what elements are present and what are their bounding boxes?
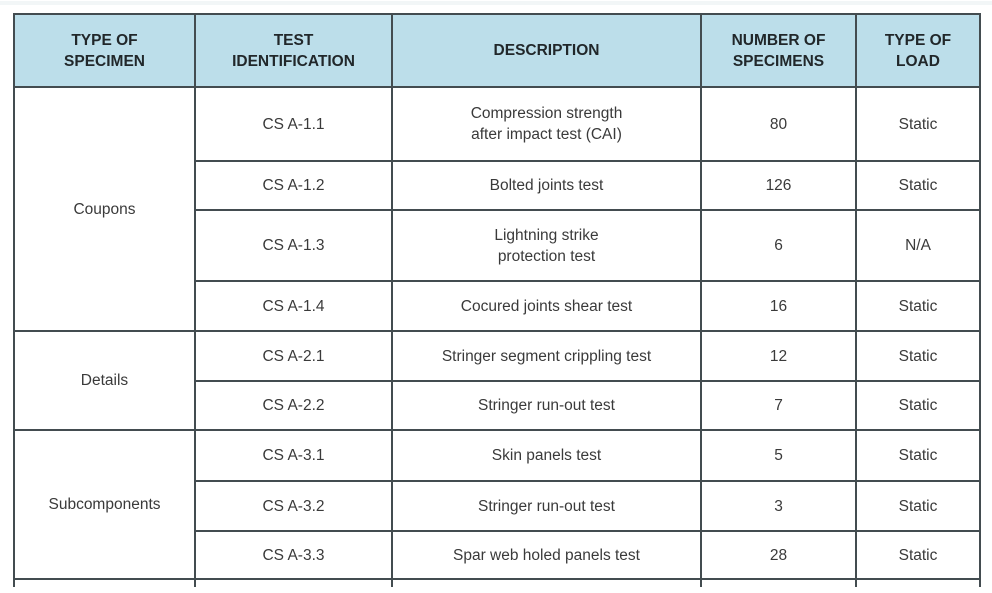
table-row: Details CS A-2.1 Stringer segment crippl… <box>13 330 981 431</box>
cell-num-specimens: 5 <box>700 429 857 482</box>
cutoff-cell <box>13 578 196 587</box>
cell-load-type: Static <box>855 160 981 211</box>
cell-load-type: Static <box>855 429 981 482</box>
header-cell-description: DESCRIPTION <box>391 13 702 88</box>
cell-num-specimens: 80 <box>700 86 857 162</box>
cell-description: Skin panels test <box>391 429 702 482</box>
cell-description: Lightning strike protection test <box>391 209 702 282</box>
table-row: Subcomponents CS A-3.1 Skin panels test … <box>13 429 981 580</box>
cell-description: Stringer run-out test <box>391 380 702 431</box>
cell-num-specimens: 6 <box>700 209 857 282</box>
table-row: CS A-3.2 Stringer run-out test 3 Static <box>14 480 981 532</box>
cell-load-type: Static <box>855 280 981 332</box>
table-row: CS A-1.2 Bolted joints test 126 Static <box>14 160 981 211</box>
cell-description: Stringer segment crippling test <box>391 330 702 382</box>
header-cell-test-identification: TEST IDENTIFICATION <box>194 13 393 88</box>
cell-load-type: Static <box>855 330 981 382</box>
cell-description: Compression strength after impact test (… <box>391 86 702 162</box>
table-row: CS A-3.3 Spar web holed panels test 28 S… <box>14 530 981 580</box>
cell-test-id: CS A-1.3 <box>194 209 393 282</box>
cell-load-type: Static <box>855 480 981 532</box>
cell-specimen-type-coupons: Coupons <box>13 86 196 332</box>
cell-load-type: N/A <box>855 209 981 282</box>
cell-test-id: CS A-3.3 <box>194 530 393 580</box>
cell-description: Spar web holed panels test <box>391 530 702 580</box>
cell-test-id: CS A-3.2 <box>194 480 393 532</box>
table-row: CS A-1.4 Cocured joints shear test 16 St… <box>14 280 981 332</box>
cell-num-specimens: 16 <box>700 280 857 332</box>
cell-test-id: CS A-1.4 <box>194 280 393 332</box>
cell-test-id: CS A-2.1 <box>194 330 393 382</box>
cell-test-id: CS A-1.2 <box>194 160 393 211</box>
cell-num-specimens: 7 <box>700 380 857 431</box>
cutoff-cell <box>700 578 857 587</box>
cell-test-id: CS A-2.2 <box>194 380 393 431</box>
table-row: Coupons CS A-1.1 Compression strength af… <box>13 86 981 332</box>
cell-test-id: CS A-3.1 <box>194 429 393 482</box>
cell-description: Bolted joints test <box>391 160 702 211</box>
cell-num-specimens: 12 <box>700 330 857 382</box>
header-cell-number-of-specimens: NUMBER OF SPECIMENS <box>700 13 857 88</box>
cell-num-specimens: 3 <box>700 480 857 532</box>
header-row: TYPE OF SPECIMEN TEST IDENTIFICATION DES… <box>13 13 981 88</box>
table-row: CS A-2.2 Stringer run-out test 7 Static <box>14 380 981 431</box>
scan-artifact-band <box>0 1 992 5</box>
cutoff-cell <box>855 578 981 587</box>
cell-description: Cocured joints shear test <box>391 280 702 332</box>
test-matrix: TYPE OF SPECIMEN TEST IDENTIFICATION DES… <box>13 13 981 587</box>
cell-load-type: Static <box>855 530 981 580</box>
cell-load-type: Static <box>855 380 981 431</box>
cutoff-next-row <box>13 578 981 587</box>
header-cell-type-of-specimen: TYPE OF SPECIMEN <box>13 13 196 88</box>
test-matrix-table: TYPE OF SPECIMEN TEST IDENTIFICATION DES… <box>13 13 981 587</box>
cell-load-type: Static <box>855 86 981 162</box>
cell-num-specimens: 28 <box>700 530 857 580</box>
table-row: CS A-1.3 Lightning strike protection tes… <box>14 209 981 282</box>
cutoff-cell <box>391 578 702 587</box>
cutoff-cell <box>194 578 393 587</box>
cell-specimen-type-details: Details <box>13 330 196 431</box>
cell-num-specimens: 126 <box>700 160 857 211</box>
header-cell-type-of-load: TYPE OF LOAD <box>855 13 981 88</box>
cell-test-id: CS A-1.1 <box>194 86 393 162</box>
cell-description: Stringer run-out test <box>391 480 702 532</box>
cell-specimen-type-subcomponents: Subcomponents <box>13 429 196 580</box>
